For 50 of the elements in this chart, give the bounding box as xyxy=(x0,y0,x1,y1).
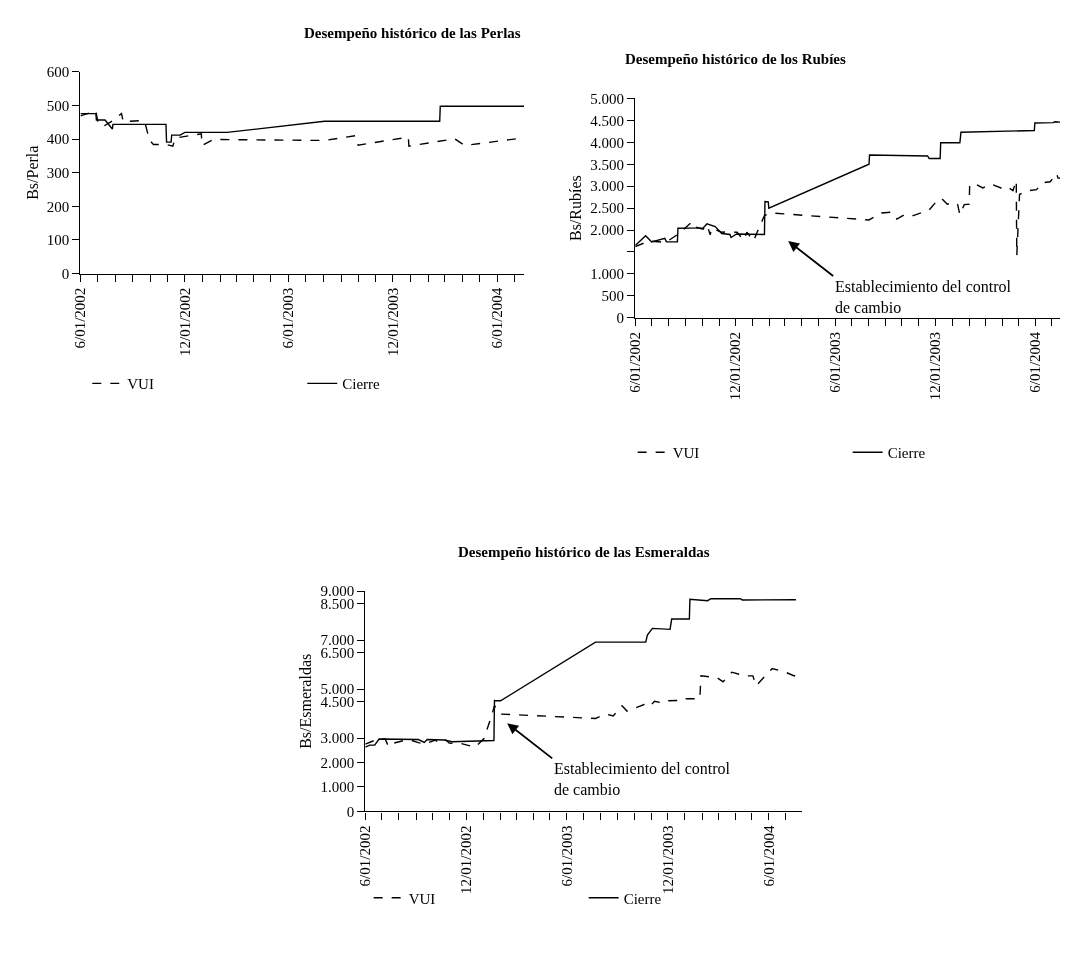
y-tick-label: 1.000 xyxy=(590,266,625,283)
legend-label: VUI xyxy=(672,445,700,462)
y-tick-label: 5.000 xyxy=(590,90,625,107)
y-tick-label: 300 xyxy=(46,164,70,181)
x-tick-label: 12/01/2003 xyxy=(927,331,944,401)
x-tick-label: 6/01/2004 xyxy=(1027,331,1044,393)
annotation: Establecimiento del control de cambio xyxy=(554,760,731,798)
x-tick-label: 6/01/2003 xyxy=(280,287,297,349)
legend-label: Cierre xyxy=(623,890,662,907)
y-tick-label: 0 xyxy=(346,803,355,820)
chart-title: Desempeño histórico de los Rubíes xyxy=(625,51,846,67)
x-tick-label: 6/01/2003 xyxy=(558,825,575,887)
y-tick-label: 200 xyxy=(46,198,70,215)
y-tick-label: 2.000 xyxy=(590,222,625,239)
y-tick-label: 1.000 xyxy=(320,779,355,796)
legend-label: Cierre xyxy=(342,376,381,393)
x-tick-label: 12/01/2002 xyxy=(458,825,475,894)
y-axis-title: Bs/Rubíes xyxy=(567,175,585,242)
y-tick-label: 4.500 xyxy=(590,112,625,129)
y-tick-label: 600 xyxy=(46,64,70,81)
y-tick-label: 3.000 xyxy=(590,178,625,195)
legend-label: VUI xyxy=(127,376,154,393)
x-tick-label: 6/01/2004 xyxy=(760,825,777,887)
legend-label: VUI xyxy=(408,890,436,907)
y-tick-label: 500 xyxy=(601,288,625,305)
x-tick-label: 6/01/2003 xyxy=(826,331,843,393)
y-tick-label: 3.500 xyxy=(590,156,625,173)
y-axis-title: Bs/Esmeraldas xyxy=(297,653,315,749)
y-axis-title: Bs/Perla xyxy=(23,145,41,200)
x-tick-label: 12/01/2003 xyxy=(659,825,676,894)
y-tick-label: 2.500 xyxy=(590,200,625,217)
y-tick-label: 3.000 xyxy=(320,730,355,747)
chart-title: Desempeño histórico de las Perlas xyxy=(304,25,521,41)
x-tick-label: 12/01/2003 xyxy=(384,287,401,357)
y-tick-label: 0 xyxy=(616,310,625,327)
y-tick-label: 500 xyxy=(46,97,70,114)
x-tick-label: 6/01/2002 xyxy=(627,331,644,393)
legend-label: Cierre xyxy=(887,445,926,462)
x-tick-label: 12/01/2002 xyxy=(727,331,744,401)
y-tick-label: 400 xyxy=(46,131,70,148)
y-tick-label: 2.000 xyxy=(320,754,355,771)
y-tick-label: 4.000 xyxy=(590,134,625,151)
annotation: Establecimiento del control de cambio xyxy=(835,278,1012,316)
x-tick-label: 6/01/2002 xyxy=(357,825,374,887)
x-tick-label: 6/01/2002 xyxy=(72,287,89,349)
x-tick-label: 6/01/2004 xyxy=(489,287,506,349)
chart-title: Desempeño histórico de las Esmeraldas xyxy=(458,544,710,560)
x-tick-label: 12/01/2002 xyxy=(176,287,193,357)
y-tick-label: 0 xyxy=(61,265,70,282)
y-tick-label: 100 xyxy=(46,232,70,249)
